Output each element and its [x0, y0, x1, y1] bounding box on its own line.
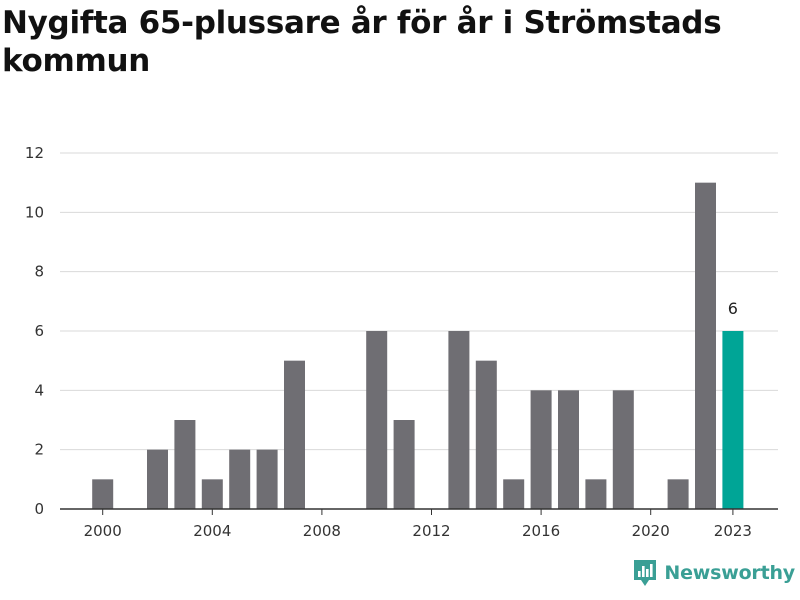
- bar-2019: [612, 390, 634, 509]
- y-tick-label: 4: [34, 381, 44, 399]
- bars: [92, 182, 744, 509]
- bar-2006: [256, 449, 278, 509]
- y-tick-label: 12: [25, 144, 44, 162]
- bar-2023: [722, 331, 744, 509]
- y-tick-label: 0: [34, 500, 44, 518]
- bar-2014: [475, 360, 497, 509]
- bar-2002: [147, 449, 168, 509]
- data-label-2023: 6: [728, 299, 738, 318]
- y-tick-label: 8: [34, 263, 44, 281]
- chart-title: Nygifta 65-plussare år för år i Strömsta…: [2, 5, 722, 79]
- bar-2010: [366, 331, 388, 509]
- bar-2016: [530, 390, 552, 509]
- brand-name: Newsworthy: [664, 562, 795, 584]
- x-tick-label: 2023: [714, 522, 752, 540]
- y-axis-ticks: 0 2 4 6 8 10 12: [25, 144, 44, 518]
- bar-2005: [229, 449, 251, 509]
- newsworthy-brand[interactable]: Newsworthy: [632, 558, 795, 588]
- x-tick-label: 2012: [412, 522, 450, 540]
- bar-2000: [92, 479, 114, 509]
- x-tick-label: 2020: [632, 522, 670, 540]
- bar-2013: [448, 331, 470, 509]
- x-axis-ticks: 2000 2004 2008 2012 2016 2020 2023: [84, 509, 752, 540]
- bar-2017: [558, 390, 579, 509]
- bar-2015: [503, 479, 525, 509]
- grid-lines: [60, 152, 778, 451]
- bar-2011: [393, 420, 415, 509]
- bar-2007: [284, 360, 305, 509]
- x-tick-label: 2000: [84, 522, 122, 540]
- x-tick-label: 2016: [522, 522, 560, 540]
- data-labels: 6: [728, 299, 738, 318]
- bar-2021: [667, 479, 689, 509]
- bar-2003: [174, 420, 196, 509]
- x-tick-label: 2008: [303, 522, 341, 540]
- x-tick-label: 2004: [193, 522, 231, 540]
- bar-2022: [695, 182, 716, 509]
- y-tick-label: 10: [25, 203, 44, 221]
- bar-2018: [585, 479, 607, 509]
- bar-chart-pin-icon: [634, 560, 657, 586]
- bar-chart: 0 2 4 6 8 10 12 2000 2004 2008 2012 2016 2020 2023 6: [25, 144, 778, 540]
- y-tick-label: 6: [34, 322, 44, 340]
- bar-2004: [201, 479, 223, 509]
- y-tick-label: 2: [34, 441, 44, 459]
